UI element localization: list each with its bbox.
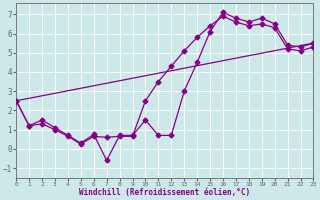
X-axis label: Windchill (Refroidissement éolien,°C): Windchill (Refroidissement éolien,°C) — [79, 188, 250, 197]
